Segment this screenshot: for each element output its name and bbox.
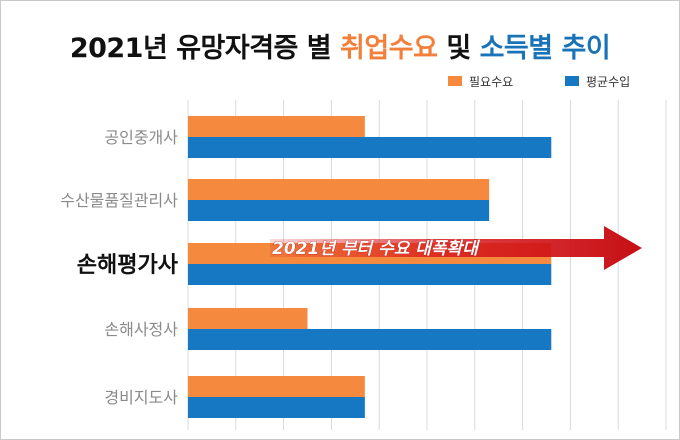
bar-demand <box>188 376 365 397</box>
legend-label-demand: 필요수요 <box>469 74 514 89</box>
bar-income <box>188 264 552 285</box>
bars <box>188 116 552 418</box>
title-highlight-income: 소득별 추이 <box>479 33 611 64</box>
legend-item-demand: 필요수요 <box>448 73 513 89</box>
category-label: 수산물품질관리사 <box>60 191 178 210</box>
annotation-arrow <box>270 226 642 270</box>
category-label: 손해평가사 <box>77 253 179 278</box>
legend-swatch-income <box>565 76 579 86</box>
category-label: 공인중개사 <box>104 128 178 147</box>
bar-income <box>188 200 490 221</box>
legend-label-income: 평균수입 <box>586 74 631 89</box>
title-part-1: 2021년 유망자격증 별 <box>69 33 341 64</box>
title-part-3: 및 <box>437 33 480 64</box>
annotation-text: 2021년 부터 수요 대폭확대 <box>272 239 480 259</box>
legend-swatch-demand <box>448 76 462 86</box>
annotation-arrow-group: 2021년 부터 수요 대폭확대 <box>270 226 642 270</box>
category-label: 경비지도사 <box>104 388 178 407</box>
category-label: 손해사정사 <box>104 320 178 339</box>
title-highlight-demand: 취업수요 <box>340 33 438 64</box>
bar-income <box>188 137 552 158</box>
bar-demand <box>188 179 490 200</box>
bar-demand <box>188 116 365 137</box>
chart-title: 2021년 유망자격증 별 취업수요 및 소득별 추이 <box>0 26 680 65</box>
bar-demand <box>188 308 308 329</box>
bar-income <box>188 329 552 350</box>
bar-income <box>188 397 365 418</box>
legend-item-income: 평균수입 <box>565 73 630 89</box>
